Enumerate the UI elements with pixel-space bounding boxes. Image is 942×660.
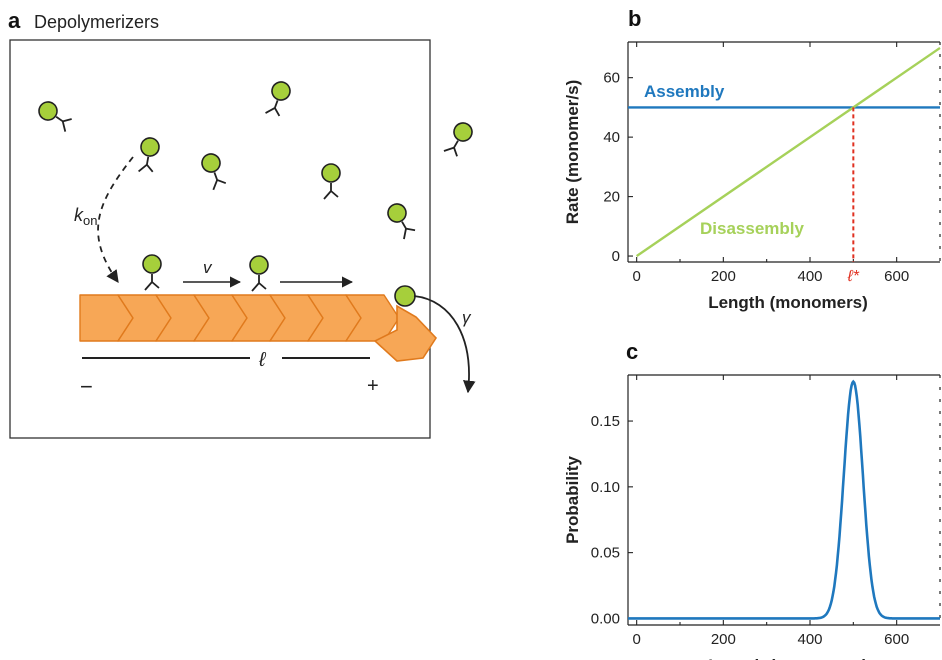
velocity-label: v — [203, 258, 213, 277]
monomer-head — [321, 163, 341, 183]
rate-chart: 0 200 400 600 0 20 40 60 Length (monomers) Rate (… — [563, 41, 941, 312]
panel-a-title: Depolymerizers — [34, 12, 159, 32]
monomer-head — [387, 203, 407, 223]
monomer — [443, 122, 473, 157]
probability-chart: 0 200 400 600 0.00 0.05 0.10 0.15 Length (monome… — [563, 374, 941, 660]
monomer-legs — [443, 140, 459, 157]
x-tick-label: 0 — [632, 268, 640, 285]
panel-b-letter: b — [628, 6, 641, 31]
released-subunit — [373, 304, 438, 362]
plus-end-label: + — [367, 375, 379, 397]
x-tick-label: 200 — [711, 268, 736, 285]
disassembly-label: Disassembly — [700, 219, 804, 238]
probability-curve — [628, 379, 940, 620]
monomer-legs — [323, 183, 339, 200]
monomer — [201, 153, 227, 191]
y-tick-label: 0.00 — [591, 610, 620, 627]
monomer-legs — [55, 115, 72, 132]
assembly-label: Assembly — [644, 82, 725, 101]
y-axis-label: Probability — [563, 456, 582, 544]
filament — [79, 294, 400, 342]
monomer-head — [271, 81, 291, 101]
panel-a-frame — [9, 39, 431, 439]
x-tick-label: 200 — [711, 631, 736, 648]
x-tick-label: 600 — [884, 268, 909, 285]
monomer — [138, 137, 160, 173]
ell-star-label: ℓ* — [847, 268, 860, 285]
monomer — [142, 254, 162, 291]
free-monomers — [38, 81, 473, 307]
monomer — [387, 203, 416, 240]
x-tick-label: 400 — [797, 268, 822, 285]
gamma-label: γ — [462, 308, 472, 327]
minus-end-label: − — [80, 374, 93, 399]
y-axis-label: Rate (monomer/s) — [563, 80, 582, 225]
x-tick-label: 600 — [884, 631, 909, 648]
monomer-head — [453, 122, 473, 142]
x-axis-label: Length (monomers) — [708, 656, 868, 660]
monomer-head — [140, 137, 160, 157]
monomer-legs — [401, 221, 416, 240]
monomer-legs — [144, 274, 160, 291]
monomer — [321, 163, 341, 200]
monomer-legs — [251, 275, 267, 292]
monomer — [38, 101, 72, 132]
x-axis-label: Length (monomers) — [708, 293, 868, 312]
monomer-legs — [212, 172, 227, 191]
disassembly-line — [635, 46, 941, 258]
monomer-legs — [265, 100, 281, 117]
monomer — [249, 255, 269, 292]
y-tick-label: 20 — [603, 189, 620, 206]
k-on-label: kon — [74, 205, 97, 228]
monomer-head — [142, 254, 162, 274]
monomer-head — [249, 255, 269, 275]
monomer-legs — [138, 156, 154, 173]
y-tick-label: 60 — [603, 70, 620, 87]
x-tick-label: 400 — [797, 631, 822, 648]
panel-a-letter: a — [8, 8, 21, 33]
monomer-head — [201, 153, 221, 173]
length-label: ℓ — [258, 349, 267, 371]
release-arrow — [413, 295, 476, 394]
monomer-head — [38, 101, 58, 121]
y-tick-label: 0.10 — [591, 479, 620, 496]
x-tick-label: 0 — [632, 631, 640, 648]
panel-c-letter: c — [626, 339, 638, 364]
monomer — [265, 81, 291, 117]
y-tick-label: 0.15 — [591, 413, 620, 430]
tip-monomer — [394, 285, 416, 307]
y-tick-label: 40 — [603, 129, 620, 146]
y-tick-label: 0.05 — [591, 545, 620, 562]
y-tick-label: 0 — [612, 248, 620, 265]
